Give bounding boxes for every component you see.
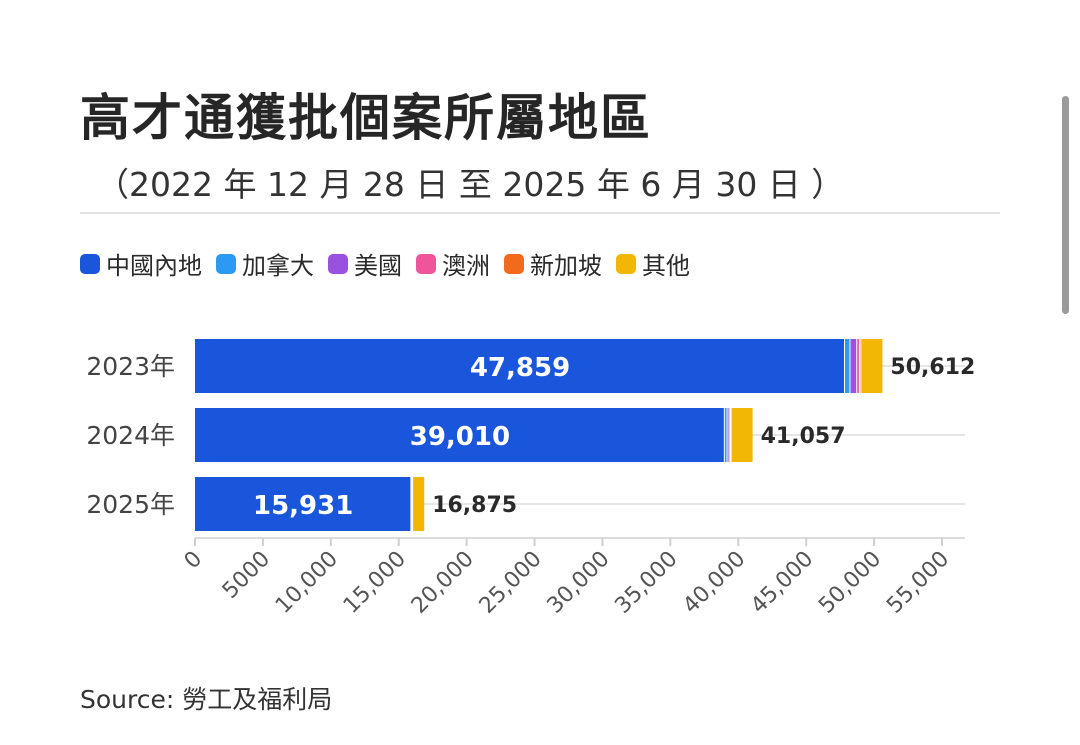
legend-item-singapore: 新加坡	[504, 246, 602, 281]
x-tick-label: 0	[180, 547, 208, 575]
x-tick-label: 25,000	[475, 547, 547, 619]
bar-segment	[413, 477, 425, 531]
y-category-label: 2023年	[86, 352, 175, 381]
legend-label: 其他	[642, 252, 690, 280]
bar-separator	[412, 477, 414, 531]
legend-label: 加拿大	[242, 252, 314, 280]
y-category-label: 2024年	[86, 421, 175, 450]
legend-label: 中國內地	[106, 252, 202, 280]
legend-item-usa: 美國	[328, 246, 402, 281]
bar-separator	[730, 408, 733, 462]
bar-separator	[410, 477, 412, 531]
bar-separator	[849, 339, 851, 393]
bar-value-label: 15,931	[253, 491, 353, 521]
bar-separator	[728, 408, 731, 462]
bar-value-label: 39,010	[410, 422, 510, 452]
bar-separator	[726, 408, 729, 462]
chart-title: 高才通獲批個案所屬地區	[80, 89, 652, 147]
x-tick-label: 50,000	[814, 547, 886, 619]
bar-segment	[195, 408, 725, 462]
bar-value-label: 47,859	[470, 353, 570, 383]
bar-segment	[857, 339, 860, 393]
legend-swatch-icon	[504, 253, 524, 274]
bar-separator	[856, 339, 858, 393]
title-divider	[80, 212, 1000, 214]
x-tick-label: 35,000	[610, 547, 682, 619]
bar-segment	[727, 408, 730, 462]
source-note: Source: 勞工及福利局	[80, 685, 333, 714]
bar-separator	[860, 339, 862, 393]
bar-total-label: 16,875	[432, 493, 517, 518]
bar-total-label: 50,612	[890, 355, 975, 380]
bar-segment	[861, 339, 883, 393]
legend-label: 澳洲	[442, 252, 490, 280]
bar-separator	[723, 408, 726, 462]
bar-segment	[845, 339, 851, 393]
bar-segment	[850, 339, 858, 393]
x-tick-label: 55,000	[882, 547, 954, 619]
x-tick-label: 15,000	[339, 547, 411, 619]
legend-label: 美國	[354, 252, 402, 280]
y-category-label: 2025年	[86, 490, 175, 519]
legend-swatch-icon	[416, 253, 436, 274]
x-tick-label: 40,000	[678, 547, 750, 619]
legend-item-australia: 澳洲	[416, 246, 490, 281]
legend-item-canada: 加拿大	[216, 246, 314, 281]
legend-swatch-icon	[216, 253, 236, 274]
x-tick-label: 45,000	[746, 547, 818, 619]
legend-swatch-icon	[328, 253, 348, 274]
legend-label: 新加坡	[530, 252, 602, 280]
scrollbar[interactable]	[1062, 96, 1069, 314]
chart-subtitle: （2022 年 12 月 28 日 至 2025 年 6 月 30 日 ）	[96, 165, 845, 204]
bar-separator	[844, 339, 846, 393]
legend-swatch-icon	[616, 253, 636, 274]
legend-swatch-icon	[80, 253, 100, 274]
bar-segment	[195, 477, 412, 531]
bar-segment	[195, 339, 846, 393]
bar-segment	[731, 408, 753, 462]
x-tick-label: 5000	[218, 547, 275, 604]
legend-item-mainland: 中國內地	[80, 246, 202, 281]
x-tick-label: 30,000	[543, 547, 615, 619]
chart-legend: 中國內地 加拿大 美國 澳洲 新加坡 其他	[80, 246, 704, 281]
x-tick-label: 10,000	[271, 547, 343, 619]
bar-total-label: 41,057	[761, 424, 846, 449]
bar-separator	[858, 339, 861, 393]
legend-item-other: 其他	[616, 246, 690, 281]
x-tick-label: 20,000	[407, 547, 479, 619]
bar-segment	[724, 408, 728, 462]
